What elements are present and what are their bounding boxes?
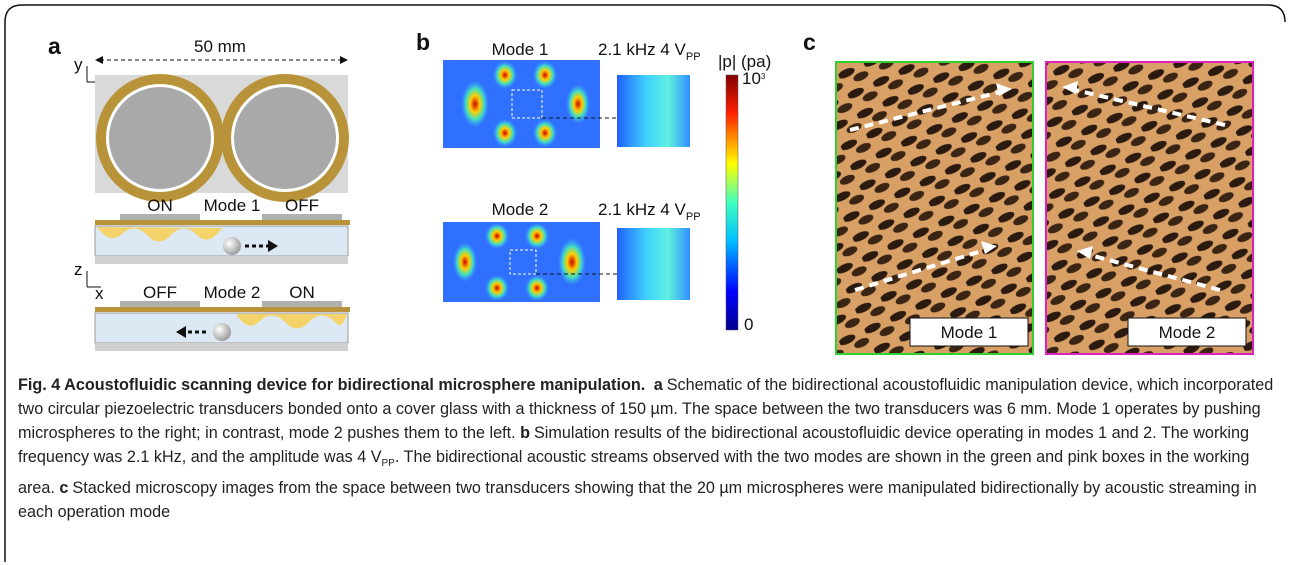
- state-label: OFF: [285, 196, 319, 215]
- condition-text: 2.1 kHz 4 V: [598, 40, 687, 59]
- part-text: Stacked microscopy images from the space…: [18, 479, 1257, 521]
- electrode: [262, 214, 342, 220]
- caption-title: Fig. 4 Acoustofluidic scanning device fo…: [18, 376, 645, 394]
- mode-label: Mode 2: [204, 283, 261, 302]
- mode-label: Mode 1: [492, 40, 549, 59]
- heatmap-lobe: [558, 238, 586, 286]
- axis-label: y: [74, 55, 83, 74]
- condition-text: 2.1 kHz 4 V: [598, 200, 687, 219]
- plate: [95, 307, 350, 312]
- heatmap-lobe: [461, 80, 489, 128]
- colorbar-max-base: 10: [742, 69, 761, 88]
- transducer: [234, 87, 336, 189]
- heatmap-lobe: [493, 61, 517, 89]
- heatmap-lobe: [533, 61, 557, 89]
- panel-label: b: [416, 29, 430, 55]
- heatmap-lobe: [533, 119, 557, 147]
- mode-label: Mode 1: [204, 196, 261, 215]
- sphere: [223, 237, 241, 255]
- transducer: [109, 87, 211, 189]
- channel: [95, 226, 348, 256]
- electrode: [262, 301, 342, 307]
- electrode: [120, 214, 200, 220]
- heatmap-lobe: [525, 223, 549, 249]
- plate: [95, 220, 350, 225]
- zoom-view: [617, 228, 690, 300]
- part-label: b: [520, 424, 530, 442]
- heatmap-lobe: [453, 242, 477, 282]
- colorbar-max-exp: 3: [761, 72, 766, 81]
- body: a 50 mm y x ON Mode 1 OFF z x OFF Mode 2…: [0, 0, 1289, 565]
- sim-row: Mode 1 2.1 kHz 4 VPP: [443, 40, 701, 148]
- sim-row: Mode 2 2.1 kHz 4 VPP: [443, 200, 701, 302]
- heatmap-lobe: [525, 275, 549, 301]
- sphere: [213, 323, 231, 341]
- state-label: ON: [147, 196, 173, 215]
- state-label: ON: [289, 283, 315, 302]
- colorbar-min: 0: [744, 315, 753, 334]
- caption: Fig. 4 Acoustofluidic scanning device fo…: [18, 373, 1276, 524]
- micrograph: [836, 62, 1033, 354]
- heatmap-lobe: [485, 275, 509, 301]
- subscript: PP: [686, 51, 701, 63]
- subscript: PP: [686, 211, 701, 223]
- colorbar-max: 103: [742, 69, 766, 88]
- condition: 2.1 kHz 4 VPP: [598, 200, 701, 223]
- glass: [95, 343, 348, 351]
- glass: [95, 256, 348, 264]
- electrode: [120, 301, 200, 307]
- panel-label: c: [803, 29, 816, 55]
- part-label: a: [654, 376, 663, 394]
- state-label: OFF: [143, 283, 177, 302]
- part-label: c: [59, 479, 68, 497]
- image-label: Mode 2: [1159, 323, 1216, 342]
- condition: 2.1 kHz 4 VPP: [598, 40, 701, 63]
- heatmap-lobe: [485, 223, 509, 249]
- mode-label: Mode 2: [492, 200, 549, 219]
- zoom-view: [617, 75, 690, 147]
- axis-label: z: [74, 260, 83, 279]
- heatmap-lobe: [493, 119, 517, 147]
- page: {"panels": { "a": {"label": "a", "scale"…: [0, 0, 1289, 565]
- colorbar: [726, 75, 738, 330]
- image-label: Mode 1: [941, 323, 998, 342]
- subscript: PP: [382, 458, 395, 469]
- panel-label: a: [48, 33, 61, 59]
- scale-label: 50 mm: [194, 37, 246, 56]
